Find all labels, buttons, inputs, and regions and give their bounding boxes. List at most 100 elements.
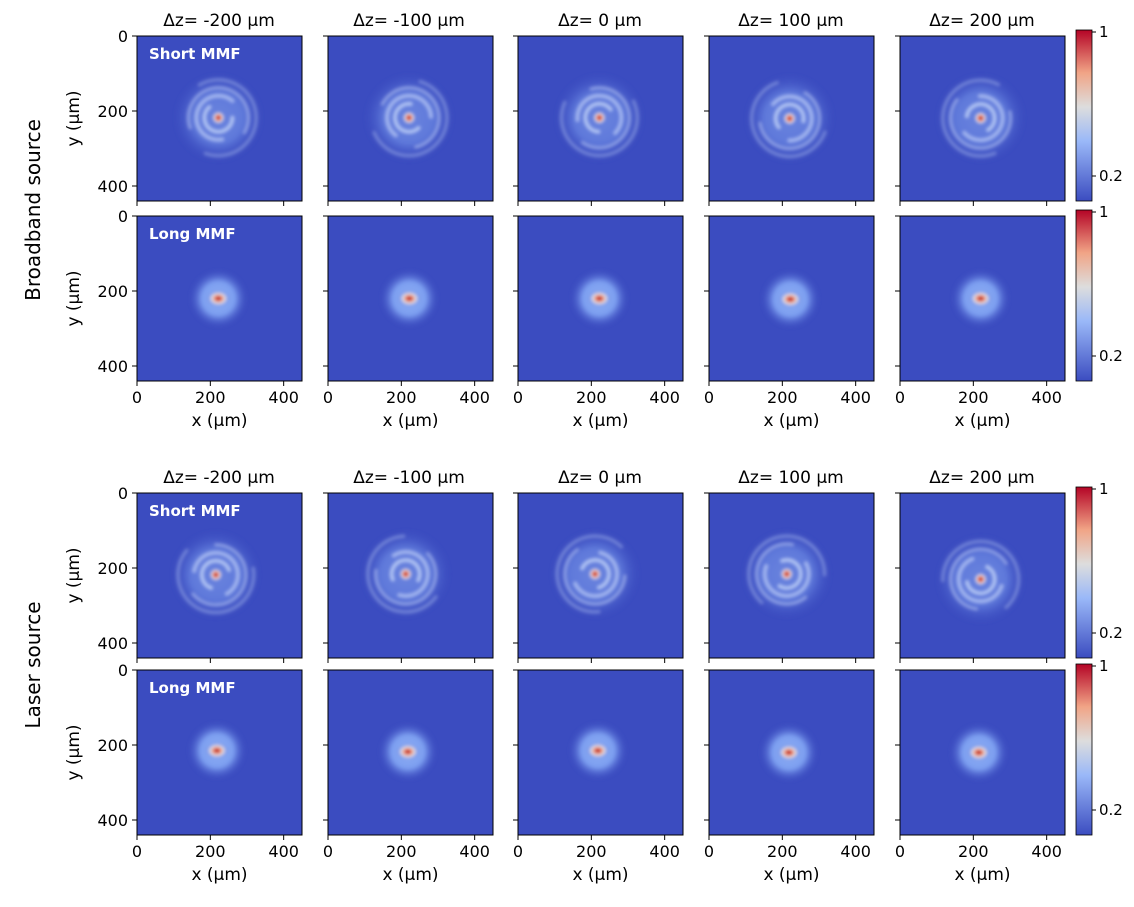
x-tick-label: 200 [195,842,226,861]
x-tick-label: 200 [576,388,607,407]
colorbar-tick-label: 0.2 [1099,167,1123,185]
intensity-core [405,114,413,122]
panel-frame [327,35,494,202]
panel-frame [517,492,684,659]
heatmap-panel [895,35,1066,206]
colorbar-tick-label: 0.2 [1099,801,1123,819]
y-axis-label: y (μm) [64,547,84,603]
intensity-core [594,295,605,302]
speckle-ring [758,91,822,150]
x-axis-label: x (μm) [954,411,1010,431]
y-tick-label: 0 [118,27,128,46]
colorbar-tick-label: 1 [1099,23,1109,41]
speckle-ring [580,558,611,590]
speckle-ring [949,98,1013,150]
y-tick-label: 400 [97,634,128,653]
speckle-ring [186,86,250,135]
panel-frame [136,35,303,202]
panel-frame [517,215,684,382]
column-title-top-3: Δz= 0 μm [558,11,642,31]
colorbar: 10.2 [1075,480,1123,659]
x-axis-label: x (μm) [763,411,819,431]
panel-frame [708,492,875,659]
intensity-core [404,295,415,302]
column-title-bottom-1: Δz= -200 μm [163,468,275,488]
heatmap-panel [704,35,875,206]
heatmap-panel [323,35,494,206]
row-label: Short MMF [149,45,241,63]
x-axis-label: x (μm) [572,411,628,431]
panel-frame [899,492,1066,659]
x-axis-label: x (μm) [382,865,438,885]
speckle-ring [199,558,231,590]
x-tick-label: 400 [459,842,490,861]
speckle-ring [393,101,421,134]
heatmap-panel: 0 200 400 x (μm) [704,669,875,885]
row-label: Long MMF [149,225,236,243]
column-title-bottom-2: Δz= -100 μm [353,468,465,488]
panel-frame [327,215,494,382]
y-tick-label: 0 [118,661,128,680]
column-title-top-4: Δz= 100 μm [738,11,843,31]
x-tick-label: 400 [840,388,871,407]
speckle-ring [773,102,806,130]
y-tick-label: 400 [97,357,128,376]
x-tick-label: 400 [268,842,299,861]
intensity-core [402,570,410,578]
speckle-ring [755,542,808,606]
colorbar: 10.2 [1075,23,1123,202]
section-label-laser: Laser source [21,601,45,728]
y-tick-label: 200 [97,102,128,121]
panel-frame [136,215,303,382]
column-title-top-5: Δz= 200 μm [929,11,1034,31]
speckle-ring [750,81,827,159]
speckle-ring [555,534,623,614]
section-label-broadband: Broadband source [21,119,45,301]
panel-frame [899,215,1066,382]
speckle-ring [372,79,449,158]
heatmap-panel [323,492,494,663]
speckle-ring [391,549,430,598]
intensity-core [212,571,220,579]
x-tick-label: 200 [195,388,226,407]
panel-frame [708,215,875,382]
x-tick-label: 400 [840,842,871,861]
speckle-ring [202,105,235,134]
heatmap-panel [704,492,875,663]
column-title-top-1: Δz= -200 μm [163,11,275,31]
colorbar-gradient [1075,663,1093,836]
y-tick-label: 200 [97,559,128,578]
intensity-core [975,295,986,302]
y-axis-label: y (μm) [64,90,84,146]
heatmap-panel [513,35,684,206]
y-tick-label: 200 [97,282,128,301]
x-tick-label: 200 [386,388,417,407]
intensity-core [977,575,985,583]
intensity-core [783,570,791,578]
x-tick-label: 400 [459,388,490,407]
x-axis-label: x (μm) [382,411,438,431]
colorbar: 10.2 [1075,657,1123,836]
x-axis-label: x (μm) [191,411,247,431]
x-tick-label: 0 [132,388,142,407]
x-tick-label: 200 [576,842,607,861]
x-axis-label: x (μm) [572,865,628,885]
intensity-core [213,295,224,302]
column-title-bottom-4: Δz= 100 μm [738,468,843,488]
speckle-ring [583,101,613,134]
speckle-ring [559,99,639,158]
intensity-core [592,747,603,755]
y-tick-label: 400 [97,177,128,196]
colorbar-gradient [1075,486,1093,659]
x-tick-label: 0 [132,842,142,861]
speckle-ring [965,564,997,596]
heatmap-panel: 0 200 400 x (μm) [895,215,1066,431]
x-tick-label: 200 [958,388,989,407]
heatmap-panel: 0 200 400 x (μm) [513,669,684,885]
x-tick-label: 200 [767,388,798,407]
intensity-core [973,749,984,756]
panel-frame [327,669,494,836]
x-tick-label: 400 [649,842,680,861]
panel-frame [136,669,303,836]
